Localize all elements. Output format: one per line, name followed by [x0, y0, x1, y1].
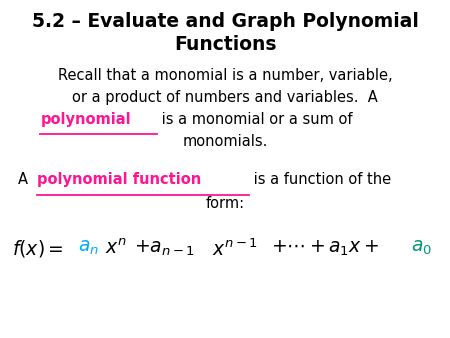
Text: or a product of numbers and variables.  A: or a product of numbers and variables. A	[72, 90, 378, 104]
Text: polynomial function: polynomial function	[37, 172, 201, 187]
Text: is a monomial or a sum of: is a monomial or a sum of	[158, 112, 353, 126]
Text: A: A	[18, 172, 32, 187]
Text: polynomial: polynomial	[40, 112, 131, 126]
Text: $x^n$: $x^n$	[105, 238, 127, 258]
Text: $a_n$: $a_n$	[78, 238, 99, 257]
Text: $f(x) = $: $f(x) = $	[12, 238, 63, 259]
Text: monomials.: monomials.	[182, 134, 268, 148]
Text: is a function of the: is a function of the	[249, 172, 391, 187]
Text: 5.2 – Evaluate and Graph Polynomial: 5.2 – Evaluate and Graph Polynomial	[32, 12, 419, 31]
Text: $a_0$: $a_0$	[411, 238, 432, 257]
Text: Recall that a monomial is a number, variable,: Recall that a monomial is a number, vari…	[58, 68, 392, 82]
Text: form:: form:	[206, 196, 244, 211]
Text: Functions: Functions	[174, 35, 276, 54]
Text: $ + \cdots + a_1x + $: $ + \cdots + a_1x + $	[271, 238, 380, 258]
Text: $x^{n-1}$: $x^{n-1}$	[212, 238, 258, 260]
Text: $ + a_{n-1}$: $ + a_{n-1}$	[134, 238, 194, 258]
